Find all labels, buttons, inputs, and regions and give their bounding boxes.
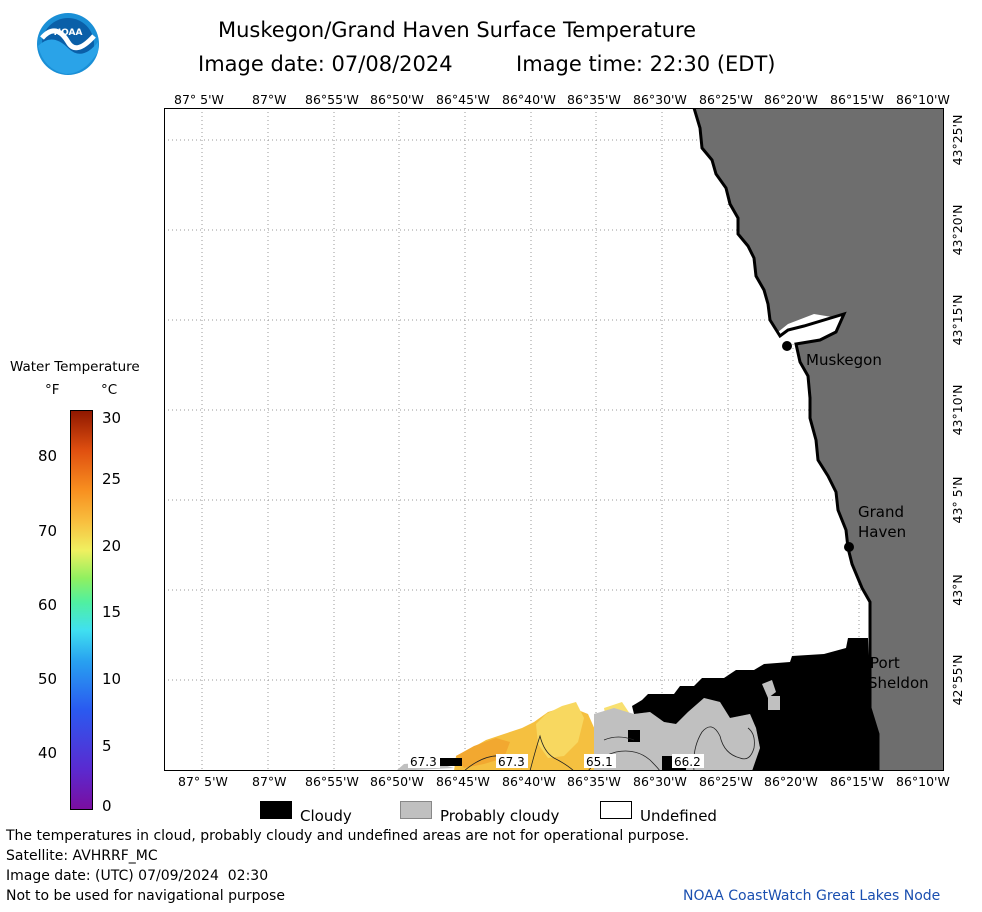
legend-unit-f: °F <box>45 382 60 398</box>
grand-haven-marker <box>844 542 854 552</box>
legend-swatch-probably-cloudy <box>400 801 432 819</box>
lon-label-top: 86°45'W <box>436 92 490 107</box>
lon-label-top: 87°W <box>252 92 287 107</box>
c-tick: 0 <box>102 797 112 815</box>
c-tick: 15 <box>102 603 122 621</box>
color-bar <box>70 410 93 810</box>
place-label-port-sheldon: Port <box>870 654 900 672</box>
place-label-grand-haven: Haven <box>858 523 907 541</box>
f-tick: 80 <box>38 447 58 465</box>
lon-label-bottom: 86°15'W <box>830 774 884 789</box>
lon-label-top: 86°40'W <box>502 92 556 107</box>
lon-label-top: 86°10'W <box>896 92 950 107</box>
contour-labels: 67.3 67.3 65.1 66.2 <box>408 754 704 769</box>
lat-label-right: 43°N <box>950 574 965 606</box>
noaa-logo: NOAA <box>36 12 100 76</box>
lon-label-bottom: 86°45'W <box>436 774 490 789</box>
f-tick: 40 <box>38 744 58 762</box>
nav-warning-text: Not to be used for navigational purpose <box>6 888 285 904</box>
logo-text: NOAA <box>54 28 83 38</box>
contour-label: 67.3 <box>410 755 437 769</box>
credit-text: NOAA CoastWatch Great Lakes Node <box>683 888 941 904</box>
map-frame <box>164 108 944 771</box>
c-tick: 20 <box>102 537 122 555</box>
f-tick: 50 <box>38 670 58 688</box>
muskegon-marker <box>782 341 792 351</box>
legend-swatch-cloudy <box>260 801 292 819</box>
lon-label-bottom: 86°10'W <box>896 774 950 789</box>
lon-label-bottom: 86°55'W <box>305 774 359 789</box>
coastline <box>692 108 880 771</box>
lon-label-top: 86°30'W <box>633 92 687 107</box>
utc-date-text: Image date: (UTC) 07/09/2024 02:30 <box>6 868 269 884</box>
lat-label-right: 42°55'N <box>950 655 965 706</box>
f-tick: 60 <box>38 596 58 614</box>
lon-label-top: 87° 5'W <box>174 92 224 107</box>
contour-label: 67.3 <box>498 755 525 769</box>
page-title: Muskegon/Grand Haven Surface Temperature <box>218 18 697 42</box>
lon-label-bottom: 86°50'W <box>370 774 424 789</box>
lon-label-bottom: 86°20'W <box>764 774 818 789</box>
lon-label-top: 86°55'W <box>305 92 359 107</box>
contour-label: 66.2 <box>674 755 701 769</box>
lon-label-bottom: 86°25'W <box>699 774 753 789</box>
contour-label: 65.1 <box>586 755 613 769</box>
sst-field <box>454 702 630 771</box>
lon-label-top: 86°50'W <box>370 92 424 107</box>
legend-label-cloudy: Cloudy <box>300 807 352 825</box>
lon-label-top: 86°15'W <box>830 92 884 107</box>
c-tick: 25 <box>102 470 122 488</box>
lat-label-right: 43°20'N <box>950 205 965 256</box>
legend-swatch-undefined <box>600 801 632 819</box>
lon-label-top: 86°20'W <box>764 92 818 107</box>
disclaimer-text: The temperatures in cloud, probably clou… <box>6 828 690 844</box>
lat-label-right: 43° 5'N <box>950 477 965 524</box>
lon-label-bottom: 87°W <box>252 774 287 789</box>
muskegon-channel <box>768 314 838 350</box>
satellite-text: Satellite: AVHRRF_MC <box>6 848 158 864</box>
place-label-muskegon: Muskegon <box>806 351 882 369</box>
legend-unit-c: °C <box>101 382 118 398</box>
legend-label-probably-cloudy: Probably cloudy <box>440 807 560 825</box>
image-date: Image date: 07/08/2024 <box>198 52 453 76</box>
lon-label-bottom: 86°35'W <box>567 774 621 789</box>
place-label-grand-haven: Grand <box>858 503 905 521</box>
lon-label-top: 86°25'W <box>699 92 753 107</box>
lon-label-bottom: 86°30'W <box>633 774 687 789</box>
sst-map: 67.3 67.3 65.1 66.2 <box>164 108 944 771</box>
image-time: Image time: 22:30 (EDT) <box>516 52 776 76</box>
f-tick: 70 <box>38 522 58 540</box>
place-label-port-sheldon: Sheldon <box>868 674 929 692</box>
lon-label-bottom: 86°40'W <box>502 774 556 789</box>
c-tick: 10 <box>102 670 122 688</box>
legend-label-undefined: Undefined <box>640 807 717 825</box>
lon-label-bottom: 87° 5'W <box>178 774 228 789</box>
c-tick: 5 <box>102 737 112 755</box>
lat-label-right: 43°15'N <box>950 295 965 346</box>
lat-label-right: 43°25'N <box>950 115 965 166</box>
c-tick: 30 <box>102 409 122 427</box>
lon-label-top: 86°35'W <box>567 92 621 107</box>
lat-label-right: 43°10'N <box>950 385 965 436</box>
legend-title: Water Temperature <box>10 359 140 375</box>
